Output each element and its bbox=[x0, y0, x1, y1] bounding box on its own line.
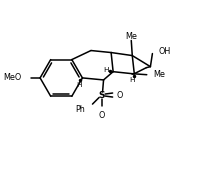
Text: O: O bbox=[98, 111, 104, 120]
Text: OH: OH bbox=[157, 47, 170, 56]
Text: H: H bbox=[76, 82, 82, 88]
Text: H: H bbox=[103, 67, 108, 73]
Text: Ph: Ph bbox=[75, 105, 85, 114]
Text: O: O bbox=[116, 91, 122, 100]
Text: Me: Me bbox=[152, 70, 164, 79]
Text: H: H bbox=[129, 77, 134, 83]
Text: Me: Me bbox=[125, 31, 137, 40]
Text: MeO: MeO bbox=[4, 73, 22, 82]
Text: S: S bbox=[98, 91, 104, 100]
